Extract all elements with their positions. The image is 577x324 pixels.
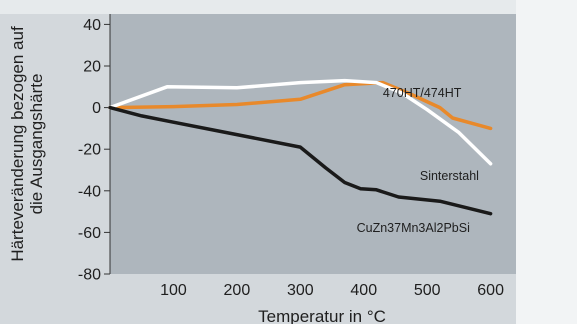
- x-tick-label: 600: [477, 282, 504, 299]
- x-axis-title: Temperatur in °C: [258, 307, 386, 324]
- x-tick-label: 100: [160, 282, 187, 299]
- series-line: [108, 80, 493, 131]
- series-label: Sinterstahl: [420, 169, 479, 183]
- y-tick-label: -40: [78, 183, 101, 200]
- x-tick-label: 300: [287, 282, 314, 299]
- y-axis-title-line: Härteveränderung bezogen auf: [8, 26, 27, 262]
- y-tick-label: -80: [78, 267, 101, 284]
- series-line: [108, 105, 493, 216]
- y-tick-label: -60: [78, 225, 101, 242]
- x-tick-label: 500: [414, 282, 441, 299]
- x-tick-label: 400: [350, 282, 377, 299]
- x-tick-label: 200: [224, 282, 251, 299]
- top-border-strip: [0, 0, 516, 14]
- y-tick-label: 0: [92, 100, 101, 117]
- y-tick-label: 40: [83, 17, 101, 34]
- plot-area: [110, 14, 516, 274]
- series-line: [108, 78, 493, 166]
- series-label: CuZn37Mn3Al2PbSi: [357, 221, 470, 235]
- y-tick-label: -20: [78, 142, 101, 159]
- y-axis-title: Härteveränderung bezogen aufdie Ausgangs…: [8, 26, 46, 262]
- y-tick-label: 20: [83, 59, 101, 76]
- series-label: 470HT/474HT: [383, 86, 462, 100]
- y-axis-title-line: die Ausgangshärte: [27, 74, 46, 215]
- right-border-strip: [516, 0, 577, 324]
